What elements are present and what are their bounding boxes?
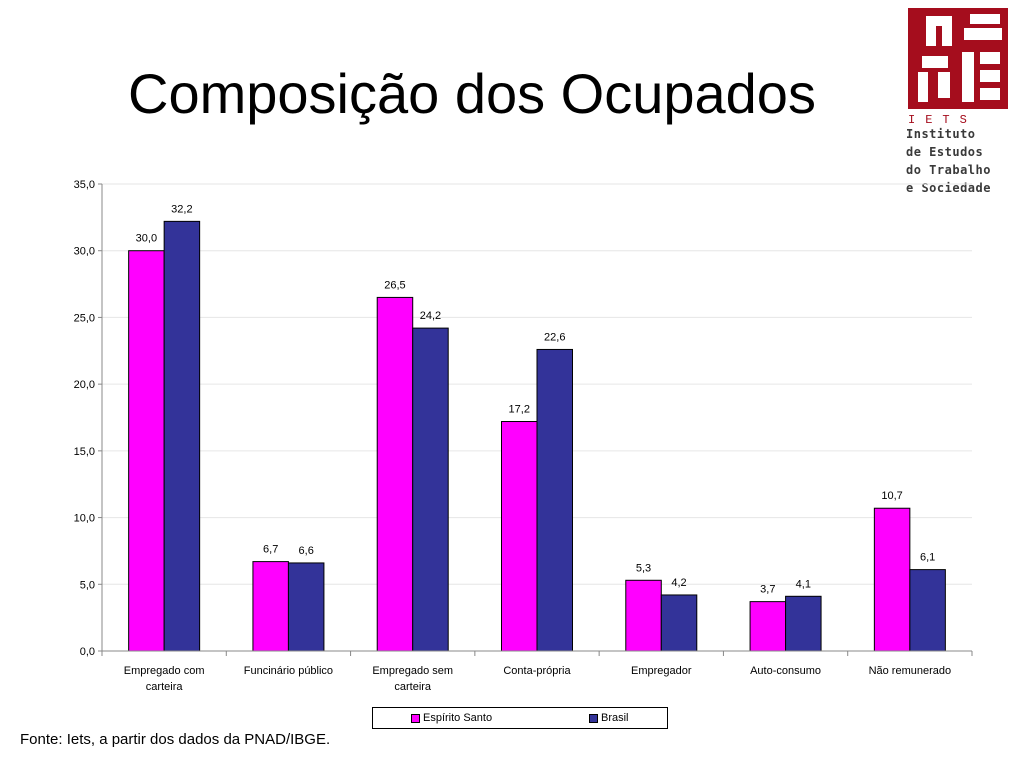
iets-logo-acronym: IETS [908, 113, 977, 127]
slide-title: Composição dos Ocupados [128, 62, 816, 125]
bar [660, 594, 698, 652]
data-label: 3,7 [760, 584, 775, 596]
y-tick-label: 10,0 [74, 513, 95, 525]
iets-logo-line-3: do Trabalho [906, 163, 991, 177]
bar [536, 348, 573, 652]
y-tick-label: 20,0 [74, 379, 95, 391]
data-label: 6,7 [263, 544, 278, 556]
category-label: Conta-própria [503, 665, 571, 677]
bar [625, 579, 662, 652]
chart-legend: Espírito Santo Brasil [372, 707, 668, 729]
data-label: 4,1 [796, 578, 811, 590]
iets-logo-line-2: de Estudos [906, 145, 984, 159]
data-label: 17,2 [509, 404, 530, 416]
iets-logo-mark [908, 8, 1008, 109]
category-label: Empregado com [124, 665, 205, 677]
y-tick-label: 30,0 [74, 246, 95, 258]
y-tick-label: 25,0 [74, 312, 95, 324]
data-label: 6,1 [920, 552, 935, 564]
bar [501, 421, 538, 652]
category-label: Não remunerado [869, 665, 952, 677]
y-tick-label: 5,0 [80, 579, 95, 591]
bar [128, 250, 165, 652]
data-label: 30,0 [136, 233, 157, 245]
bar [749, 601, 787, 652]
bar [252, 561, 289, 652]
category-label: Empregador [631, 665, 692, 677]
legend-item-espirito-santo: Espírito Santo [411, 712, 492, 724]
category-label: Empregado sem [372, 665, 453, 677]
legend-label-brasil: Brasil [601, 712, 629, 724]
data-label: 32,2 [171, 203, 192, 215]
labels: 0,0 5,0 10,0 15,0 20,0 25,0 30,0 35,0 30,0 32,2 Em… [74, 179, 952, 693]
category-label: carteira [394, 681, 432, 693]
data-label: 10,7 [881, 490, 902, 502]
data-label: 22,6 [544, 331, 565, 343]
y-tick-label: 0,0 [80, 646, 95, 658]
bar [873, 507, 911, 652]
iets-logo-line-1: Instituto [906, 127, 976, 141]
data-label: 4,2 [671, 577, 686, 589]
legend-label-espirito-santo: Espírito Santo [423, 712, 493, 724]
data-label: 26,5 [384, 279, 405, 291]
data-label: 5,3 [636, 562, 651, 574]
bar [412, 327, 449, 652]
category-label: carteira [146, 681, 184, 693]
bar [163, 220, 201, 652]
category-label: Auto-consumo [750, 665, 821, 677]
bar [376, 296, 414, 652]
data-label: 24,2 [420, 310, 441, 322]
data-label: 6,6 [299, 545, 314, 557]
source-note: Fonte: Iets, a partir dos dados da PNAD/… [20, 731, 331, 748]
bar [785, 595, 822, 652]
category-label: Funcinário público [244, 665, 333, 677]
y-tick-label: 15,0 [74, 446, 95, 458]
bar [287, 562, 325, 652]
bars [128, 220, 946, 652]
y-tick-label: 35,0 [74, 179, 95, 191]
legend-item-brasil: Brasil [589, 712, 629, 724]
legend-swatch-brasil [589, 713, 598, 723]
legend-swatch-espirito-santo [411, 713, 420, 723]
bar [909, 569, 946, 652]
axes [98, 183, 973, 656]
